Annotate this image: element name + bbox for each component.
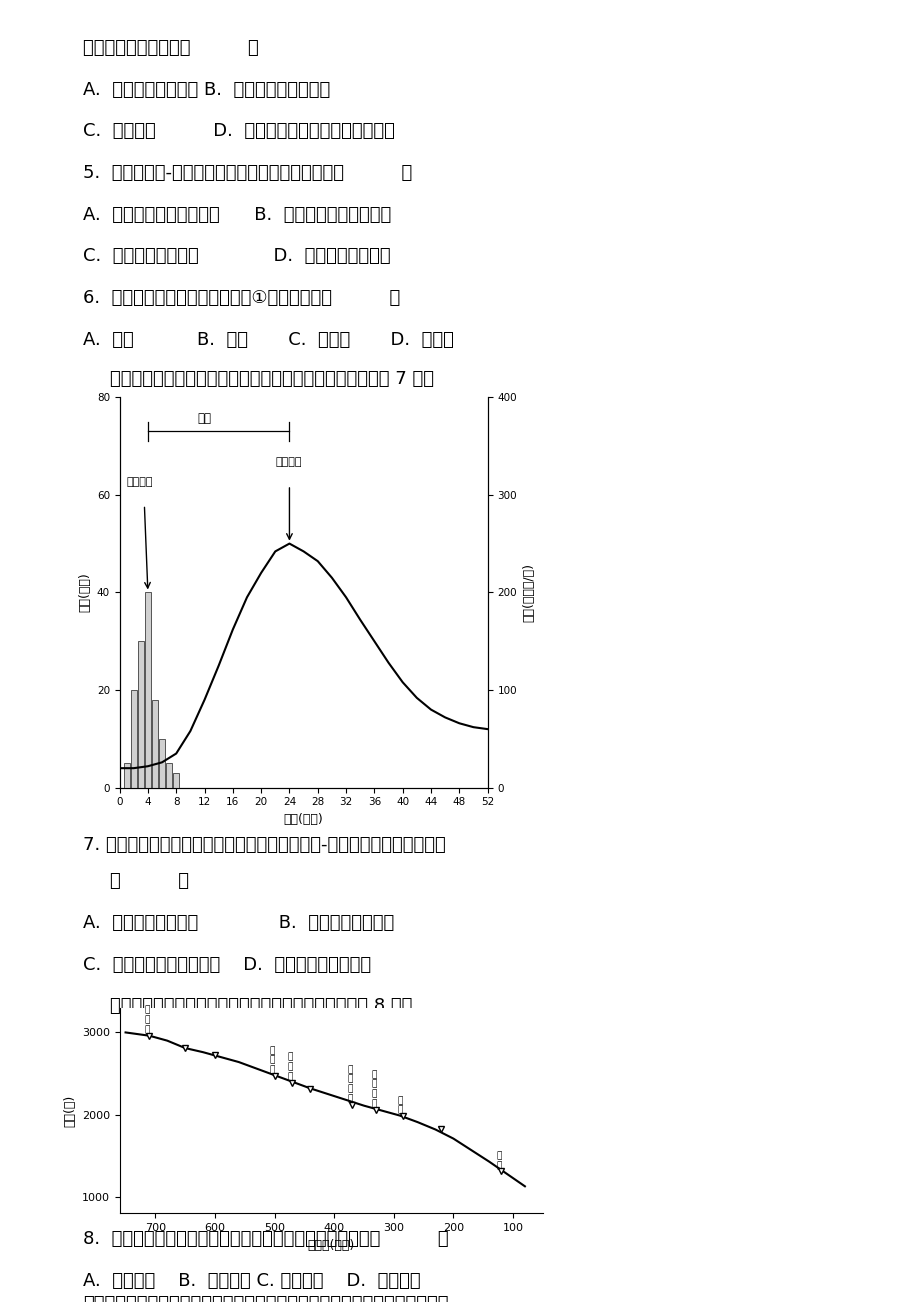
Bar bbox=[138, 641, 143, 788]
Text: 锦
屏
二
段: 锦 屏 二 段 bbox=[370, 1070, 376, 1108]
Text: 两
河
口: 两 河 口 bbox=[144, 1005, 150, 1034]
Text: 山西，其主要原因是（          ）: 山西，其主要原因是（ ） bbox=[83, 39, 258, 57]
X-axis label: 距河口(千米): 距河口(千米) bbox=[307, 1238, 355, 1251]
Text: 湿地指天然或人工形成的有静止或有流动水体的成片浅水区和在低潮时水深不: 湿地指天然或人工形成的有静止或有流动水体的成片浅水区和在低潮时水深不 bbox=[83, 1295, 448, 1302]
Text: 大
空
吉: 大 空 吉 bbox=[269, 1046, 275, 1074]
Text: 7. 在相同降雨状态下，若雨量高峰和流量高峰间-的时距缩短，可能是因为: 7. 在相同降雨状态下，若雨量高峰和流量高峰间-的时距缩短，可能是因为 bbox=[83, 836, 445, 854]
Text: 5.  图中反映出-我国油气分布与消费方面的特征是（          ）: 5. 图中反映出-我国油气分布与消费方面的特征是（ ） bbox=[83, 164, 412, 182]
Text: 时距: 时距 bbox=[198, 411, 211, 424]
Text: A.  甘蔗制糖    B.  精密仪器 C. 有色冶金    D.  高档家具: A. 甘蔗制糖 B. 精密仪器 C. 有色冶金 D. 高档家具 bbox=[83, 1272, 420, 1290]
Bar bbox=[159, 738, 165, 788]
Text: 下图为雅砻江干流某河段梯级开发示意图。读图完成第 8 题。: 下图为雅砻江干流某河段梯级开发示意图。读图完成第 8 题。 bbox=[110, 997, 413, 1016]
Y-axis label: 雨量(毫米): 雨量(毫米) bbox=[78, 573, 91, 612]
Text: A.  油气资源分布西多东少      B.  油气资源分布西少东多: A. 油气资源分布西多东少 B. 油气资源分布西少东多 bbox=[83, 206, 391, 224]
Text: A.  节约管道建设成本 B.  保护东部的生态环境: A. 节约管道建设成本 B. 保护东部的生态环境 bbox=[83, 81, 330, 99]
Text: 8.  通过对雅砻江进行梯级开发，该流域适宜发展的工业是（          ）: 8. 通过对雅砻江进行梯级开发，该流域适宜发展的工业是（ ） bbox=[83, 1230, 448, 1249]
Bar bbox=[145, 592, 151, 788]
Text: 最大雨量: 最大雨量 bbox=[127, 477, 153, 487]
Text: （          ）: （ ） bbox=[110, 872, 189, 891]
Text: 二
滩: 二 滩 bbox=[495, 1151, 501, 1170]
Bar bbox=[166, 763, 172, 788]
Text: 洪峰流量: 洪峰流量 bbox=[275, 457, 301, 467]
Text: A.  欧洲           B.  日本       C.  新加坡       D.  俄罗斯: A. 欧洲 B. 日本 C. 新加坡 D. 俄罗斯 bbox=[83, 331, 453, 349]
Text: 6.  图中各石油进口路线中，方向①的来源地是（          ）: 6. 图中各石油进口路线中，方向①的来源地是（ ） bbox=[83, 289, 400, 307]
Bar bbox=[173, 773, 179, 788]
Bar bbox=[130, 690, 137, 788]
Text: C.  补充气源          D.  带动宁夏、陕西等地的经济发展: C. 补充气源 D. 带动宁夏、陕西等地的经济发展 bbox=[83, 122, 394, 141]
X-axis label: 时间(小时): 时间(小时) bbox=[283, 812, 323, 825]
Text: 锦
屏
一
段: 锦 屏 一 段 bbox=[346, 1065, 352, 1103]
Text: C.  下游城市化的快速推进    D.  下游修建了大型水库: C. 下游城市化的快速推进 D. 下游修建了大型水库 bbox=[83, 956, 370, 974]
Text: C.  油气消费西多东少             D.  油气消费东西平衡: C. 油气消费西多东少 D. 油气消费东西平衡 bbox=[83, 247, 390, 266]
Bar bbox=[152, 699, 158, 788]
Bar bbox=[123, 763, 130, 788]
Text: 杨
房
沟: 杨 房 沟 bbox=[288, 1052, 293, 1081]
Y-axis label: 流量(立方米/秒): 流量(立方米/秒) bbox=[522, 562, 535, 622]
Text: 下图为某地区一次降雨与河流流量变化示意图。读图完成第 7 题。: 下图为某地区一次降雨与河流流量变化示意图。读图完成第 7 题。 bbox=[110, 370, 434, 388]
Text: 官
地: 官 地 bbox=[398, 1096, 403, 1115]
Y-axis label: 高程(米): 高程(米) bbox=[63, 1095, 76, 1126]
Text: A.  上游植被恢复较好              B.  上游湿地大量破坏: A. 上游植被恢复较好 B. 上游湿地大量破坏 bbox=[83, 914, 393, 932]
